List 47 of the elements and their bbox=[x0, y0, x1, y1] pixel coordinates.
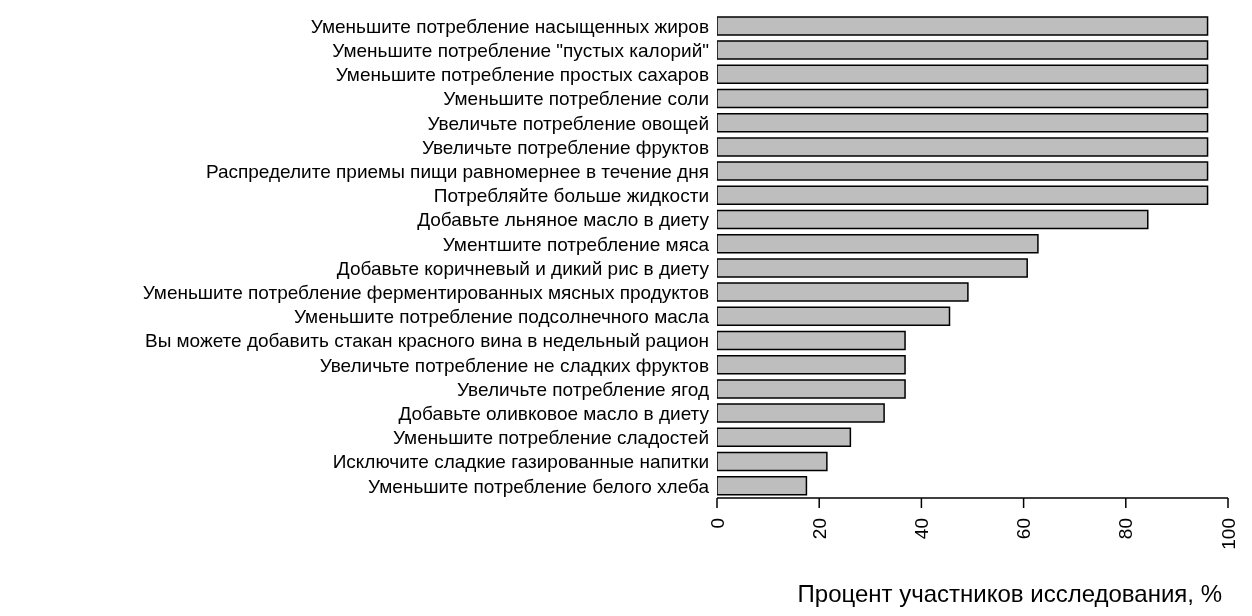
bar bbox=[717, 354, 906, 375]
bar bbox=[717, 282, 969, 302]
x-tick-label: 100 bbox=[1217, 518, 1239, 550]
bar bbox=[717, 185, 1209, 206]
bar bbox=[717, 209, 1149, 230]
y-tick-label: Распределите приемы пищи равномернее в течение дня bbox=[205, 161, 709, 183]
y-tick-label: Исключите сладкие газированные напитки bbox=[332, 451, 709, 473]
bar bbox=[717, 258, 1028, 278]
bar bbox=[717, 427, 852, 448]
bar bbox=[717, 161, 1209, 181]
y-tick-label: Увеличьте потребление фруктов bbox=[421, 136, 709, 158]
bar bbox=[717, 16, 1209, 36]
bar bbox=[717, 475, 808, 496]
y-tick-label: Добавьте коричневый и дикий рис в диету bbox=[336, 257, 710, 279]
y-tick-label: Уменьшите потребление простых сахаров bbox=[335, 64, 709, 86]
y-tick-label: Увеличьте потребление не сладких фруктов bbox=[319, 354, 709, 376]
x-tick-label: 80 bbox=[1115, 518, 1137, 540]
y-tick-label: Увеличьте потребление овощей bbox=[427, 112, 709, 134]
y-tick-label: Уменьшите потребление насыщенных жиров bbox=[310, 15, 709, 37]
bar bbox=[717, 451, 828, 472]
y-tick-label: Увеличьте потребление ягод bbox=[457, 378, 709, 400]
x-tick-label: 0 bbox=[706, 518, 728, 529]
x-tick-label: 20 bbox=[808, 518, 830, 540]
y-tick-label: Добавьте льняное масло в диету bbox=[417, 209, 710, 231]
y-tick-label: Уменьшите потребление ферментированных мясных продуктов bbox=[142, 282, 709, 304]
y-tick-label: Уменьшите потребление "пустых калорий" bbox=[332, 40, 709, 62]
x-tick-label: 40 bbox=[910, 518, 932, 540]
bar bbox=[717, 379, 906, 399]
y-tick-label: Уменьшите потребление белого хлеба bbox=[368, 475, 710, 497]
bar bbox=[717, 64, 1209, 85]
y-tick-label: Уменьшите потребление сладостей bbox=[392, 427, 709, 449]
bar bbox=[717, 233, 1039, 254]
bar bbox=[717, 330, 906, 351]
bar bbox=[717, 112, 1209, 133]
bar bbox=[717, 40, 1209, 60]
x-tick-label: 60 bbox=[1013, 518, 1035, 540]
y-tick-label: Потребляйте больше жидкости bbox=[433, 185, 709, 207]
bar bbox=[717, 403, 885, 423]
y-tick-label: Уменьшите потребление подсолнечного масла bbox=[293, 306, 710, 328]
bar bbox=[717, 306, 951, 327]
y-tick-label: Вы можете добавить стакан красного вина в недельный рацион bbox=[144, 330, 709, 352]
y-tick-label: Добавьте оливковое масло в диету bbox=[398, 403, 710, 425]
y-tick-label: Ументшите потребление мяса bbox=[442, 233, 710, 255]
bar bbox=[717, 137, 1209, 157]
bar bbox=[717, 88, 1209, 109]
x-axis-title: Процент участников исследования, % bbox=[797, 580, 1222, 607]
y-tick-label: Уменьшите потребление соли bbox=[443, 88, 709, 110]
